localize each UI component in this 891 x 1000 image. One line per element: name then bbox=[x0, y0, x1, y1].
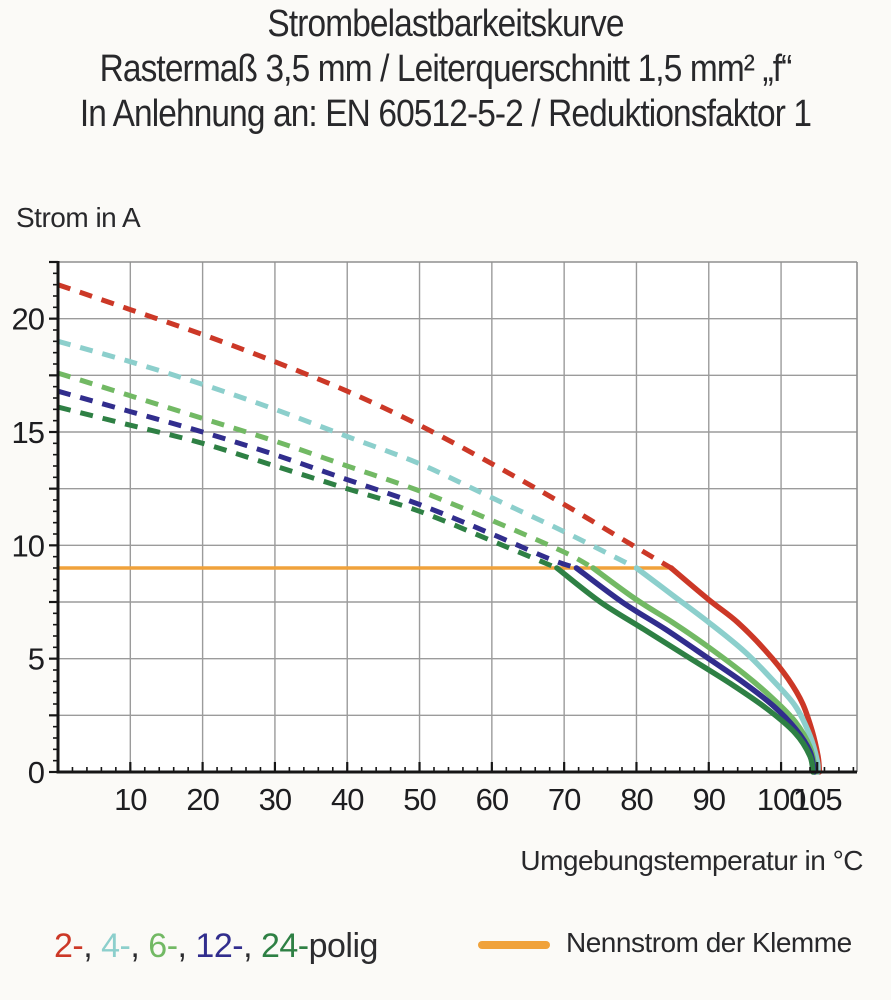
x-tick-label: 50 bbox=[403, 782, 436, 817]
chart-title-line2: Rastermaß 3,5 mm / Leiterquerschnitt 1,5… bbox=[99, 48, 793, 90]
legend-poles-segment: 4- bbox=[101, 927, 131, 965]
legend-poles-segment: 2- bbox=[54, 927, 84, 965]
legend-poles-segment: , bbox=[177, 927, 196, 965]
legend-poles-segment: , bbox=[243, 927, 261, 965]
legend-poles: 2-, 4-, 6-, 12-, 24-polig bbox=[54, 927, 378, 966]
legend-poles-segment: 12- bbox=[195, 927, 244, 965]
y-tick-label: 5 bbox=[28, 642, 44, 677]
x-tick-label: 30 bbox=[259, 782, 292, 817]
x-tick-label: 90 bbox=[693, 782, 726, 817]
legend-poles-segment: 6- bbox=[148, 927, 178, 965]
chart-title-line1: Strombelastbarkeitskurve bbox=[267, 3, 624, 45]
x-tick-label: 20 bbox=[186, 782, 219, 817]
legend-poles-segment: 24- bbox=[260, 927, 309, 965]
x-tick-label: 70 bbox=[548, 782, 581, 817]
x-tick-label: 10 bbox=[114, 782, 147, 817]
legend-poles-segment: polig bbox=[308, 927, 379, 965]
rated-current-label: Nennstrom der Klemme bbox=[566, 927, 852, 958]
y-tick-label: 15 bbox=[12, 415, 44, 450]
rated-current-line-swatch bbox=[478, 941, 550, 949]
x-tick-label: 100 bbox=[757, 782, 806, 817]
legend-rated-current: Nennstrom der Klemme bbox=[478, 927, 852, 959]
chart-title-line3: In Anlehnung an: EN 60512-5-2 / Reduktio… bbox=[79, 93, 812, 135]
y-tick-label: 20 bbox=[12, 302, 45, 337]
x-tick-label: 60 bbox=[476, 782, 509, 817]
x-tick-label: 105 bbox=[793, 782, 842, 817]
y-axis-title: Strom in A bbox=[16, 202, 141, 233]
y-tick-label: 0 bbox=[28, 755, 45, 790]
y-tick-label: 10 bbox=[12, 528, 45, 563]
x-axis-title: Umgebungstemperatur in °C bbox=[520, 845, 863, 876]
legend-poles-segment: , bbox=[130, 927, 149, 965]
legend-poles-segment: , bbox=[83, 927, 102, 965]
chart-title: Strombelastbarkeitskurve Rastermaß 3,5 m… bbox=[53, 2, 837, 137]
x-tick-label: 80 bbox=[620, 782, 653, 817]
x-tick-label: 40 bbox=[331, 782, 364, 817]
